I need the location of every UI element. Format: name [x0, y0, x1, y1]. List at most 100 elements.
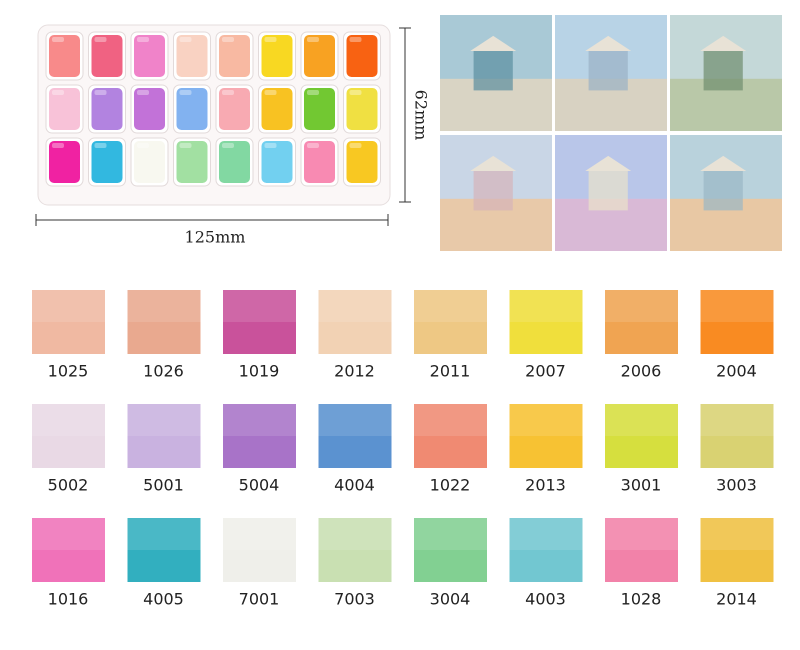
swatch-texture	[700, 518, 774, 550]
shine	[179, 90, 192, 95]
paint	[219, 88, 250, 130]
swatch-texture	[318, 518, 392, 550]
shine	[222, 143, 234, 148]
swatch-code: 2012	[334, 362, 375, 381]
swatch	[509, 290, 583, 354]
swatch-code: 1028	[621, 590, 662, 609]
height-label: 62mm	[412, 90, 431, 141]
shine	[52, 143, 64, 148]
swatch-code: 2006	[621, 362, 662, 381]
paint	[261, 141, 293, 183]
swatch-code: 2013	[525, 476, 566, 495]
painting-roof	[585, 155, 632, 171]
paint	[91, 88, 123, 130]
shine	[179, 143, 192, 148]
paint	[49, 35, 80, 77]
swatch-code: 2014	[716, 590, 757, 609]
paint	[219, 35, 250, 77]
shine	[307, 37, 319, 42]
swatch	[605, 404, 678, 468]
painting-roof	[700, 155, 747, 171]
swatch-texture	[223, 290, 296, 322]
swatch-texture	[127, 404, 201, 436]
swatch-texture	[605, 518, 678, 550]
paint	[134, 141, 165, 183]
swatch-code: 1019	[239, 362, 280, 381]
swatch-texture	[223, 518, 296, 550]
shine	[94, 90, 107, 95]
swatch-texture	[32, 290, 105, 322]
swatch	[223, 404, 296, 468]
paint	[261, 35, 293, 77]
shine	[179, 37, 192, 42]
paint	[91, 35, 123, 77]
shine	[307, 90, 319, 95]
swatch-code: 4005	[143, 590, 184, 609]
swatch	[223, 290, 296, 354]
swatches: 1025 1026 1019 2012 2011 2007 2006 2004 5002 5001…	[32, 290, 774, 609]
paint	[219, 141, 250, 183]
swatch-code: 4004	[334, 476, 375, 495]
swatch-code: 3001	[621, 476, 662, 495]
paint	[49, 88, 80, 130]
paint	[346, 88, 378, 130]
paint	[134, 35, 165, 77]
swatch	[414, 290, 487, 354]
swatch	[318, 290, 392, 354]
swatch-texture	[223, 404, 296, 436]
swatch-texture	[127, 518, 201, 550]
paint	[304, 35, 335, 77]
swatch-code: 1026	[143, 362, 184, 381]
swatch-texture	[127, 290, 201, 322]
shine	[94, 143, 107, 148]
swatch-code: 2007	[525, 362, 566, 381]
painting-building	[473, 169, 513, 211]
shine	[264, 37, 277, 42]
swatch-code: 7003	[334, 590, 375, 609]
swatch-code: 3003	[716, 476, 757, 495]
swatch	[509, 518, 583, 582]
swatch-code: 7001	[239, 590, 280, 609]
swatch-texture	[318, 404, 392, 436]
paint	[346, 35, 378, 77]
swatch	[414, 518, 487, 582]
shine	[137, 143, 149, 148]
shine	[264, 90, 277, 95]
swatch-texture	[509, 518, 583, 550]
shine	[349, 37, 362, 42]
swatch-texture	[32, 404, 105, 436]
swatch-texture	[414, 404, 487, 436]
shine	[307, 143, 319, 148]
paint	[304, 88, 335, 130]
swatch-texture	[509, 404, 583, 436]
swatch	[509, 404, 583, 468]
shine	[349, 143, 362, 148]
shine	[137, 37, 149, 42]
painting-building	[473, 49, 513, 91]
swatch-texture	[318, 290, 392, 322]
swatch-texture	[414, 518, 487, 550]
swatch-code: 1022	[430, 476, 471, 495]
painting-building	[588, 169, 628, 211]
swatch-texture	[605, 290, 678, 322]
swatch-code: 4003	[525, 590, 566, 609]
swatch	[223, 518, 296, 582]
shine	[94, 37, 107, 42]
shine	[222, 37, 234, 42]
paint	[49, 141, 80, 183]
swatch-code: 5001	[143, 476, 184, 495]
shine	[222, 90, 234, 95]
swatch-texture	[700, 290, 774, 322]
swatch-texture	[32, 518, 105, 550]
swatch	[605, 290, 678, 354]
paint	[176, 35, 208, 77]
paint	[134, 88, 165, 130]
swatch-code: 3004	[430, 590, 471, 609]
painting-roof	[470, 35, 517, 51]
swatch-texture	[509, 290, 583, 322]
painting-roof	[700, 35, 747, 51]
swatch	[700, 518, 774, 582]
paint	[176, 88, 208, 130]
painting-roof	[585, 35, 632, 51]
